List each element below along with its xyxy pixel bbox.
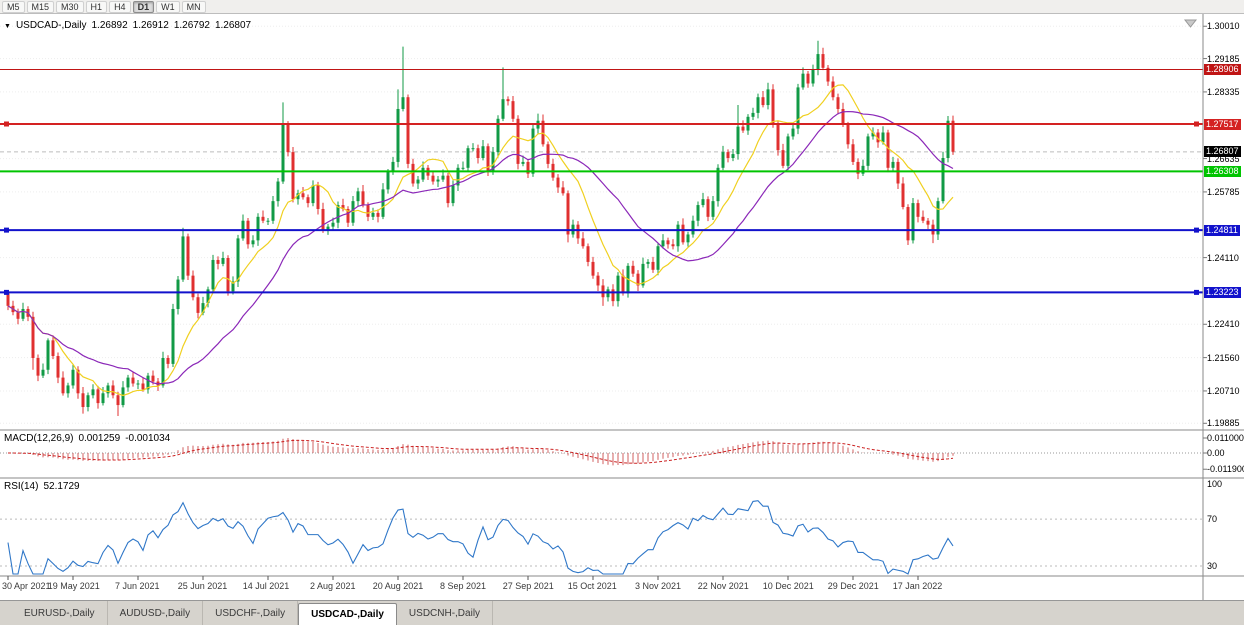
- ohlc-high: 1.26912: [132, 20, 169, 31]
- chart-tabs-bar: EURUSD-,Daily AUDUSD-,Daily USDCHF-,Daily U…: [0, 600, 1244, 625]
- chart-canvas[interactable]: [0, 14, 1244, 600]
- macd-indicator-label: MACD(12,26,9) 0.001259 -0.001034: [4, 433, 175, 444]
- macd-signal-line: [7, 439, 954, 464]
- shift-marker-icon: [1183, 19, 1198, 28]
- chart-region: 1.30010 1.29185 1.28335 1.26635 1.25785 1.241…: [0, 14, 1244, 600]
- timeframe-button-m30[interactable]: M30: [56, 0, 84, 13]
- chart-symbol-label: USDCAD-,Daily: [15, 20, 87, 31]
- ma-fast-line: [7, 84, 954, 397]
- timeframe-button-h4[interactable]: H4: [109, 0, 131, 13]
- ohlc-low: 1.26792: [173, 20, 210, 31]
- chart-ohlc-header: ▼ USDCAD-,Daily 1.26892 1.26912 1.26792 1.268…: [4, 20, 256, 33]
- rsi-value: 52.1729: [43, 481, 80, 492]
- timeframe-button-w1[interactable]: W1: [156, 0, 180, 13]
- timeframe-button-d1[interactable]: D1: [132, 0, 155, 13]
- chart-tab-usdcnhdaily[interactable]: USDCNH-,Daily: [397, 601, 494, 625]
- timeframe-button-mn[interactable]: MN: [181, 0, 206, 13]
- ohlc-open: 1.26892: [91, 20, 128, 31]
- chart-tab-usdchfdaily[interactable]: USDCHF-,Daily: [203, 601, 299, 625]
- macd-title: MACD(12,26,9): [4, 433, 74, 444]
- rsi-indicator-label: RSI(14) 52.1729: [4, 481, 85, 492]
- timeframe-toolbar: M5 M15 M30 H1 H4 D1 W1 MN: [0, 0, 1244, 14]
- ohlc-close: 1.26807: [214, 20, 252, 31]
- macd-value-signal: -0.001034: [125, 433, 171, 444]
- collapse-icon[interactable]: ▼: [4, 23, 11, 30]
- horizontal-line-1.23223[interactable]: [0, 289, 1203, 295]
- rsi-title: RSI(14): [4, 481, 39, 492]
- timeframe-button-m5[interactable]: M5: [2, 0, 25, 13]
- timeframe-button-h1[interactable]: H1: [85, 0, 108, 13]
- horizontal-line-1.24811[interactable]: [0, 227, 1203, 233]
- chart-tab-audusddaily[interactable]: AUDUSD-,Daily: [108, 601, 204, 625]
- timeframe-button-m15[interactable]: M15: [26, 0, 55, 13]
- rsi-line: [7, 500, 954, 575]
- macd-value-main: 0.001259: [78, 433, 121, 444]
- chart-tab-eurusddaily[interactable]: EURUSD-,Daily: [12, 601, 108, 625]
- horizontal-line-1.27517[interactable]: [0, 121, 1203, 127]
- ma-slow-line: [7, 110, 954, 385]
- candlestick-series: [6, 40, 955, 417]
- chart-tab-usdcaddaily[interactable]: USDCAD-,Daily: [298, 603, 397, 625]
